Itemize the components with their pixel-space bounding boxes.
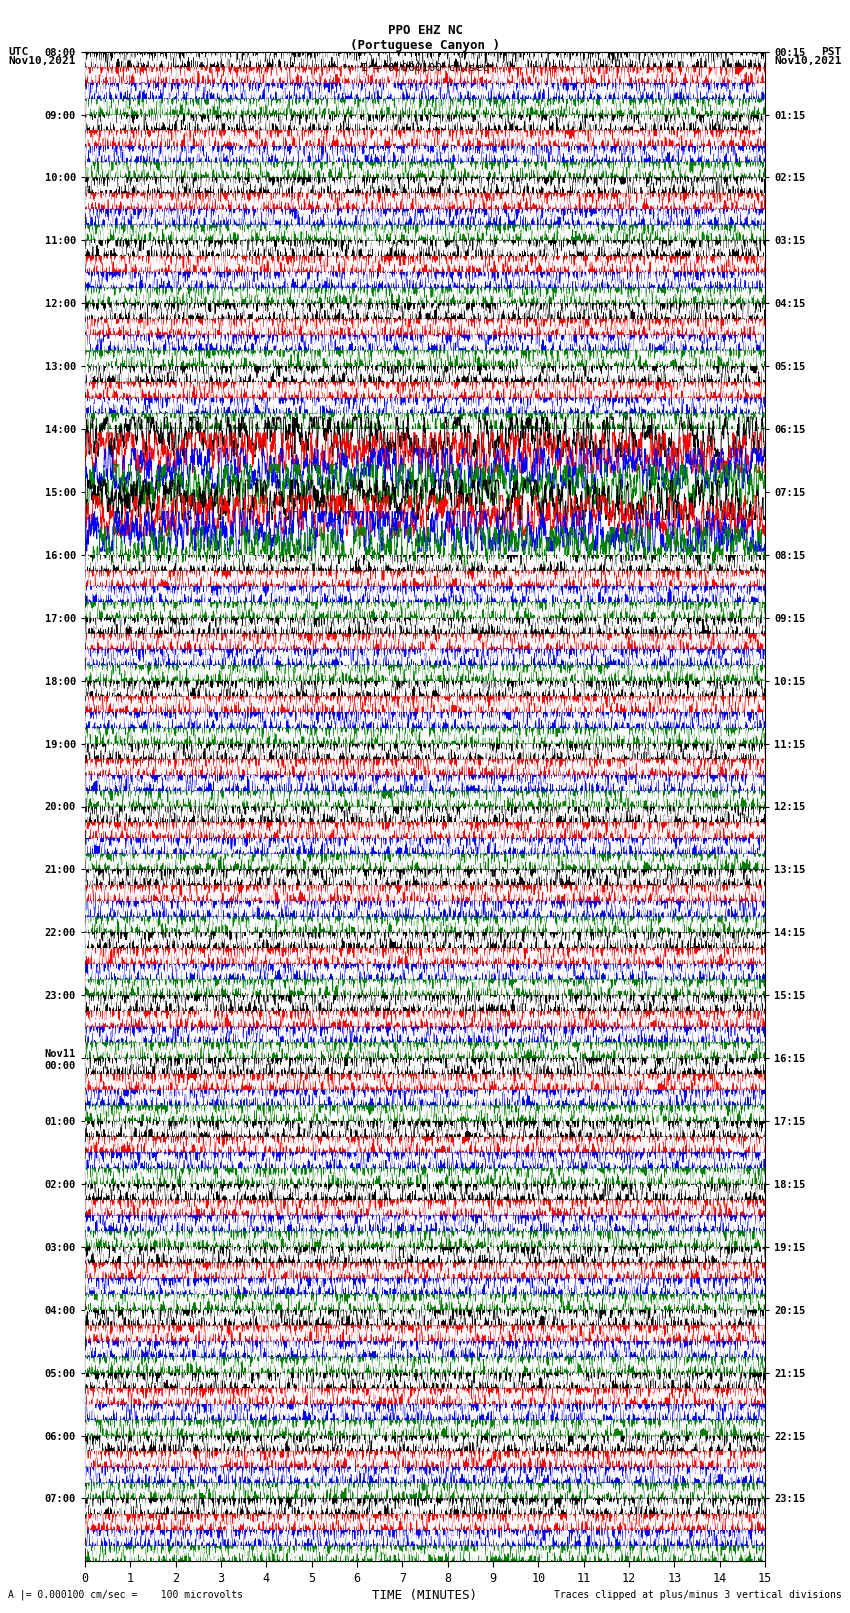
Text: UTC: UTC (8, 47, 29, 56)
Text: PST: PST (821, 47, 842, 56)
Text: Nov10,2021: Nov10,2021 (774, 56, 842, 66)
Text: A |= 0.000100 cm/sec =    100 microvolts: A |= 0.000100 cm/sec = 100 microvolts (8, 1589, 243, 1600)
Title: PPO EHZ NC
(Portuguese Canyon ): PPO EHZ NC (Portuguese Canyon ) (350, 24, 500, 52)
Text: Traces clipped at plus/minus 3 vertical divisions: Traces clipped at plus/minus 3 vertical … (553, 1590, 842, 1600)
Text: I = 0.000100 cm/sec: I = 0.000100 cm/sec (361, 63, 489, 73)
X-axis label: TIME (MINUTES): TIME (MINUTES) (372, 1589, 478, 1602)
Text: Nov10,2021: Nov10,2021 (8, 56, 76, 66)
